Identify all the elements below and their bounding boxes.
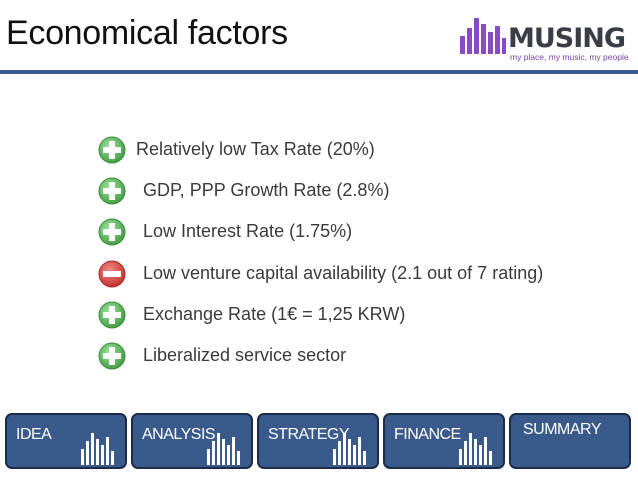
logo-tagline: my place, my music, my people: [510, 52, 629, 62]
plus-icon: [98, 218, 126, 246]
tab-strategy[interactable]: STRATEGY: [257, 413, 379, 469]
tab-label: IDEA: [16, 426, 52, 443]
factor-label: GDP, PPP Growth Rate (2.8%): [143, 180, 390, 201]
equalizer-logo-icon: [460, 18, 506, 54]
factor-label: Exchange Rate (1€ = 1,25 KRW): [143, 303, 406, 324]
section-nav: IDEA ANALYSIS STRATEGY FINANCE: [0, 413, 638, 473]
tab-finance[interactable]: FINANCE: [383, 413, 505, 469]
logo-wordmark: MUSING: [508, 23, 626, 54]
factor-label: Relatively low Tax Rate (20%): [136, 139, 375, 159]
equalizer-icon: [81, 433, 114, 465]
plus-icon: [98, 301, 126, 329]
plus-icon: [98, 177, 126, 205]
factor-label: Low Interest Rate (1.75%): [143, 221, 353, 242]
tab-summary[interactable]: SUMMARY: [509, 413, 631, 469]
title-divider: [0, 70, 638, 74]
tab-label: ANALYSIS: [142, 426, 216, 443]
slide-title: Economical factors: [6, 14, 288, 52]
equalizer-icon: [207, 433, 240, 465]
equalizer-icon: [333, 433, 366, 465]
factor-label: Low venture capital availability (2.1 ou…: [143, 262, 544, 283]
factor-label: Liberalized service sector: [143, 344, 347, 365]
plus-icon: [98, 136, 126, 164]
tab-label: SUMMARY: [523, 421, 602, 438]
tab-analysis[interactable]: ANALYSIS: [131, 413, 253, 469]
tab-label: STRATEGY: [268, 426, 350, 443]
plus-icon: [98, 342, 126, 370]
equalizer-icon: [459, 433, 492, 465]
tab-idea[interactable]: IDEA: [5, 413, 127, 469]
tab-label: FINANCE: [394, 426, 461, 443]
musing-logo: MUSING my place, my music, my people: [458, 8, 634, 66]
minus-icon: [98, 260, 126, 288]
